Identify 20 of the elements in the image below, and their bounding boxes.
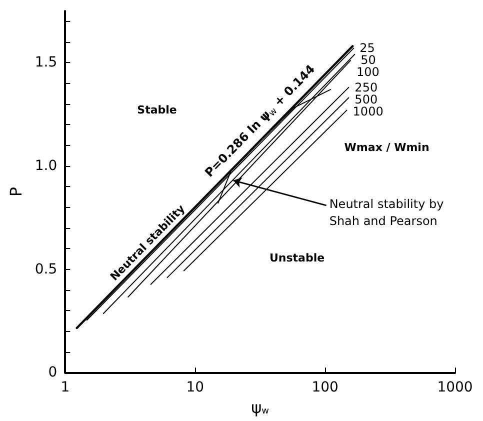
y-tick-label: 1.0: [34, 158, 58, 174]
legend-title: Wmax / Wmin: [344, 140, 430, 154]
x-tick-label: 1: [60, 380, 70, 396]
series-label: 50: [360, 53, 376, 68]
x-tick-label: 10: [186, 380, 204, 396]
series-label: 100: [356, 65, 380, 80]
y-axis-title: P: [6, 186, 26, 197]
series-label: 1000: [352, 104, 384, 118]
series-label: 500: [354, 92, 378, 106]
x-tick-label: 1000: [437, 380, 473, 396]
annotation: Unstable: [269, 252, 325, 264]
x-tick-label: 100: [312, 380, 338, 396]
y-tick-label: 0.5: [34, 261, 58, 278]
annotation: Stable: [137, 104, 177, 116]
series-label: 25: [360, 41, 375, 56]
y-tick-label: 1.5: [34, 54, 58, 71]
y-tick-label: 0: [48, 364, 58, 381]
x-axis-title: ψw: [251, 398, 270, 417]
annotation: Neutral stability by Shah and Pearson: [329, 196, 444, 228]
series-label: 250: [354, 80, 378, 94]
